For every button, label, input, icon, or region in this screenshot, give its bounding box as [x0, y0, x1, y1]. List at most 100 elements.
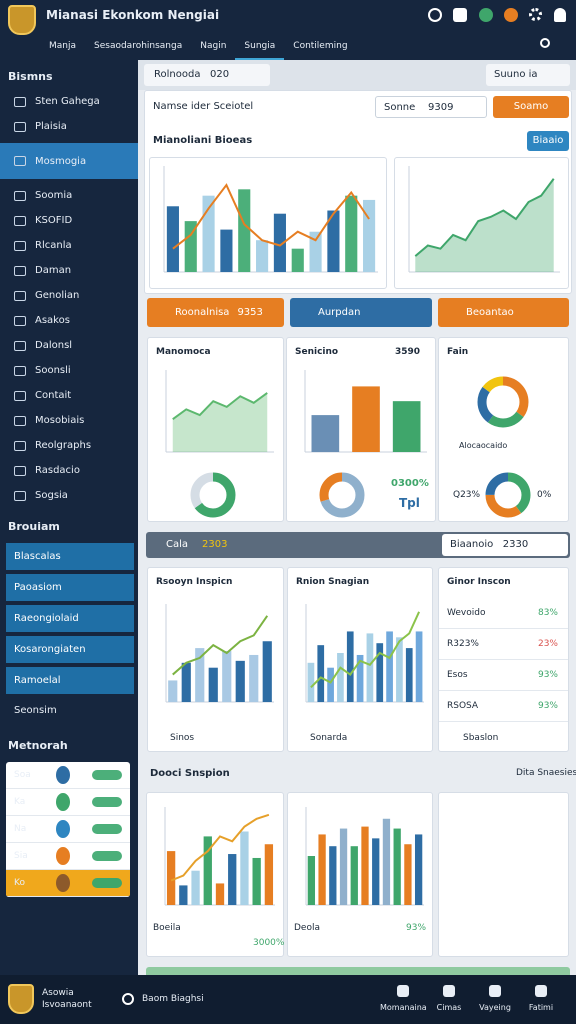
report-list: Blascalas Paoasiom Raeongiolaid Kosarongiat… — [0, 543, 138, 723]
donut-segment — [477, 376, 529, 428]
banner[interactable]: Aurpdan — [290, 298, 432, 327]
search-box[interactable]: Suuno ia — [486, 64, 570, 86]
menu-item[interactable]: KSOFID — [0, 208, 138, 233]
bar — [240, 831, 249, 905]
bar — [291, 248, 304, 272]
search-icon[interactable] — [428, 8, 442, 22]
filter-bar: Cala 2303 Biaanoio 2330 — [146, 532, 570, 558]
menu-item[interactable]: Mosmogia — [0, 143, 138, 179]
menu-item[interactable]: Soonsli — [0, 358, 138, 383]
bar — [392, 401, 421, 452]
menu-icon — [14, 440, 26, 451]
metric-label: Sia — [14, 851, 28, 861]
list-value: 93% — [537, 701, 558, 711]
footer-item[interactable]: Cimas — [426, 981, 472, 1012]
menu-item[interactable]: Dalonsl — [0, 333, 138, 358]
bar — [396, 637, 403, 702]
list-card: Ginor Inscon Wevoido 83% R323% 23% Esos 93% RS… — [438, 567, 569, 752]
metric-pill — [92, 878, 122, 888]
menu-icon — [14, 365, 26, 376]
chart — [304, 370, 427, 453]
list-row: Esos 93% — [439, 660, 568, 691]
search-count: 9309 — [428, 102, 454, 113]
card-footer: Sonarda — [310, 733, 348, 743]
subtitle-button[interactable]: Biaaio — [527, 131, 569, 151]
menu-item[interactable]: Mosobiais — [0, 408, 138, 433]
panel-button[interactable]: Soamo — [493, 96, 569, 118]
menu-label: Sten Gahega — [35, 96, 100, 107]
ring-label: 0% — [537, 490, 552, 500]
sidebar: Bismns Sten Gahega Plaisia Mosmogia Soomia K… — [0, 60, 138, 975]
section-title: Dooci Snspion — [150, 768, 230, 779]
card-value: 3000% — [253, 938, 285, 948]
metric-pill — [92, 770, 122, 780]
line — [310, 611, 420, 689]
report-item[interactable]: Paoasiom — [6, 574, 134, 601]
metric-row: Ka — [6, 789, 130, 816]
list-label: Wevoido — [447, 608, 486, 618]
menu-item[interactable]: Asakos — [0, 308, 138, 333]
menu-item[interactable]: Rlcanla — [0, 233, 138, 258]
panel-search[interactable]: Sonne 9309 — [375, 96, 487, 118]
bar — [264, 844, 274, 905]
filter-right: Biaanoio — [450, 539, 494, 550]
nav-tab[interactable]: Sungia — [235, 32, 285, 60]
menu-item[interactable]: Genolian — [0, 283, 138, 308]
user-icon[interactable] — [554, 8, 566, 22]
card-note: Alocaocaido — [459, 441, 508, 450]
report-item[interactable]: Kosarongiaten — [6, 636, 134, 663]
footer-label: Vayeing — [479, 1003, 511, 1012]
bar — [228, 854, 237, 905]
report-item[interactable]: Raeongiolaid — [6, 605, 134, 632]
bar — [361, 826, 369, 905]
menu-item[interactable]: Plaisia — [0, 114, 138, 139]
banner-label: Aurpdan — [318, 307, 361, 318]
menu-label: Rasdacio — [35, 465, 80, 476]
bar — [307, 662, 315, 702]
footer-search[interactable]: Baom Biaghsi — [142, 994, 204, 1004]
footer-item[interactable]: Momanainas — [380, 981, 426, 1012]
filter-right-value: 2330 — [502, 539, 529, 550]
search-icon[interactable] — [122, 993, 134, 1005]
metric-row: Sia — [6, 843, 130, 870]
notification-icon[interactable] — [453, 8, 467, 22]
menu-item[interactable]: Sten Gahega — [0, 89, 138, 114]
banner[interactable]: Roonalnisa 9353 — [147, 298, 284, 327]
report-item[interactable]: Ramoelal — [6, 667, 134, 694]
metric-dot — [56, 820, 70, 838]
nav-tab[interactable]: Manja — [49, 41, 76, 51]
menu-item[interactable]: Reolgraphs — [0, 433, 138, 458]
card-title: Rnion Snagian — [296, 577, 370, 587]
footer-item[interactable]: Fatimi — [518, 981, 564, 1012]
filter-box[interactable]: Biaanoio 2330 — [442, 534, 568, 556]
menu-item[interactable]: Sogsia — [0, 483, 138, 508]
footer-item[interactable]: Vayeing — [472, 981, 518, 1012]
nav-tab[interactable]: Sesaodarohinsanga — [94, 41, 183, 51]
metric-label: Ka — [14, 797, 26, 807]
settings-icon[interactable] — [529, 8, 542, 21]
menu-item[interactable]: Contait — [0, 383, 138, 408]
bar — [414, 834, 423, 905]
menu-item[interactable]: Daman — [0, 258, 138, 283]
banner-value: 9353 — [237, 307, 263, 318]
report-item[interactable]: Seonsim — [14, 705, 57, 716]
banner[interactable]: Beoantao — [438, 298, 569, 327]
alert-icon[interactable] — [504, 8, 518, 22]
report-item[interactable]: Blascalas — [6, 543, 134, 570]
bar — [195, 648, 205, 702]
help-icon[interactable] — [540, 38, 550, 48]
menu-label: Soomia — [35, 190, 73, 201]
area-line — [172, 392, 268, 421]
header: Mianasi Ekonkom Nengiai Manja Sesaodarohi… — [0, 0, 576, 60]
nav-tab[interactable]: Contileming — [293, 41, 348, 51]
menu-item[interactable]: Soomia — [0, 183, 138, 208]
chart — [408, 166, 560, 273]
bar — [317, 645, 325, 702]
nav-bar: Manja Sesaodarohinsanga Nagin Sungia Contile… — [40, 32, 357, 60]
menu-item[interactable]: Rasdacio — [0, 458, 138, 483]
nav-tab[interactable]: Nagin — [200, 41, 227, 51]
tab[interactable]: Rolnooda 020 — [144, 64, 270, 86]
status-icon[interactable] — [479, 8, 493, 22]
card: Boeila 3000% — [146, 792, 284, 957]
section-link[interactable]: Dita Snaesies — [516, 768, 576, 778]
